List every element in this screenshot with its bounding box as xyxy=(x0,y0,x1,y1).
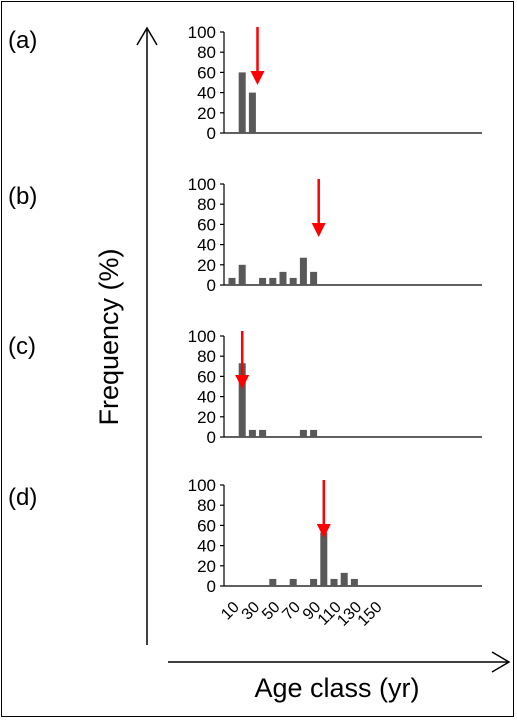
bar xyxy=(330,578,338,586)
x-axis-title: Age class (yr) xyxy=(254,673,419,703)
red-arrow xyxy=(235,331,250,389)
panel-label: (a) xyxy=(8,27,37,54)
bar xyxy=(289,277,297,285)
y-tick-label: 100 xyxy=(188,175,216,194)
bar xyxy=(269,277,277,285)
y-tick-label: 100 xyxy=(188,327,216,346)
y-tick-label: 20 xyxy=(197,557,216,576)
y-tick-label: 20 xyxy=(197,256,216,275)
y-tick-label: 100 xyxy=(188,476,216,495)
bar xyxy=(238,72,246,133)
y-tick-label: 0 xyxy=(207,124,216,143)
y-tick-label: 80 xyxy=(197,43,216,62)
bar xyxy=(289,578,297,586)
y-tick-label: 40 xyxy=(197,537,216,556)
bar xyxy=(299,429,307,437)
y-tick-label: 20 xyxy=(197,104,216,123)
y-axis-arrow xyxy=(136,26,158,645)
bar xyxy=(238,264,246,285)
y-tick-label: 0 xyxy=(207,428,216,447)
y-tick-label: 40 xyxy=(197,388,216,407)
y-tick-label: 60 xyxy=(197,367,216,386)
y-tick-label: 80 xyxy=(197,195,216,214)
panel-label: (b) xyxy=(8,183,37,210)
y-tick-label: 60 xyxy=(197,63,216,82)
bar xyxy=(269,578,277,586)
bar xyxy=(340,572,348,586)
red-arrow xyxy=(316,480,331,538)
bar xyxy=(238,363,246,437)
bar xyxy=(248,429,256,437)
panel-label: (d) xyxy=(8,484,37,511)
y-tick-label: 100 xyxy=(188,23,216,42)
y-tick-label: 0 xyxy=(207,276,216,295)
y-tick-label: 20 xyxy=(197,408,216,427)
y-tick-label: 80 xyxy=(197,347,216,366)
bar xyxy=(299,257,307,285)
panel-label: (c) xyxy=(8,333,36,360)
bar xyxy=(350,578,358,586)
bar xyxy=(228,277,236,285)
y-tick-label: 0 xyxy=(207,577,216,596)
bar xyxy=(259,277,267,285)
y-tick-label: 80 xyxy=(197,496,216,515)
bar xyxy=(310,271,318,285)
red-arrow xyxy=(250,27,265,85)
x-axis-arrow xyxy=(168,651,511,673)
bar xyxy=(310,429,318,437)
y-tick-label: 60 xyxy=(197,215,216,234)
bar xyxy=(310,578,318,586)
panels-group: (a)020406080100(b)020406080100(c)0204060… xyxy=(8,23,482,596)
y-tick-label: 40 xyxy=(197,236,216,255)
bar xyxy=(248,92,256,133)
bar xyxy=(259,429,267,437)
y-tick-label: 40 xyxy=(197,84,216,103)
red-arrow xyxy=(311,179,326,237)
y-axis-title: Frequency (%) xyxy=(94,248,124,425)
x-tick-label: 150 xyxy=(355,599,386,630)
y-tick-label: 60 xyxy=(197,516,216,535)
bar xyxy=(320,532,328,586)
bar xyxy=(279,271,287,285)
